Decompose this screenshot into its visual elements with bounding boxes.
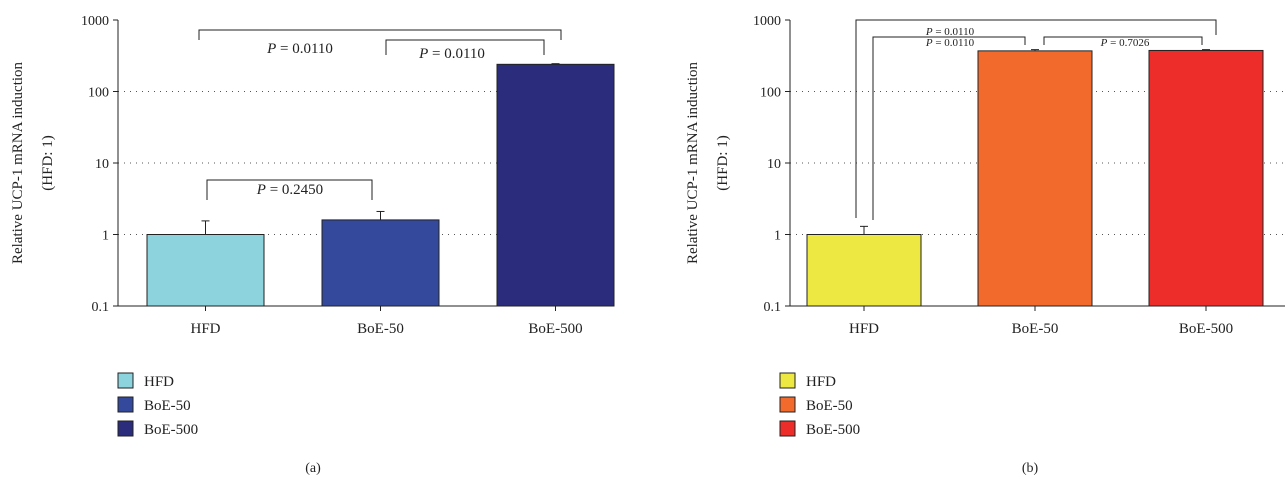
y-tick-label: 0.1 bbox=[92, 300, 110, 315]
p-value-label: P = 0.0110 bbox=[925, 26, 975, 38]
y-tick-label: 1000 bbox=[753, 14, 781, 29]
significance-bracket bbox=[855, 19, 1217, 218]
y-tick-label: 10 bbox=[767, 157, 781, 172]
y-axis-label-unit: (HFD: 1) bbox=[715, 135, 731, 190]
p-value-label: P = 0.7026 bbox=[1100, 37, 1150, 49]
legend-swatch bbox=[779, 372, 796, 389]
legend-label: BoE-50 bbox=[806, 398, 853, 414]
y-axis-label: Relative UCP-1 mRNA induction bbox=[685, 61, 701, 264]
y-tick-label: 1000 bbox=[81, 14, 109, 29]
x-tick-label: BoE-50 bbox=[1012, 321, 1059, 337]
chart-panel-1: 0.1 1 10 100 1000 HFD BoE-50 BoE-500 Relative UC… bbox=[10, 14, 615, 476]
x-tick-label: BoE-500 bbox=[1179, 321, 1233, 337]
y-tick-label: 0.1 bbox=[764, 300, 782, 315]
bar-hfd bbox=[146, 234, 265, 307]
x-tick-label: HFD bbox=[190, 321, 220, 337]
bar-boe-500 bbox=[1148, 49, 1264, 307]
significance-bracket bbox=[206, 179, 373, 200]
panel-label: (a) bbox=[305, 461, 321, 476]
y-axis-label-unit: (HFD: 1) bbox=[40, 135, 56, 190]
bar-hfd bbox=[806, 234, 922, 307]
p-value-label: P = 0.0110 bbox=[925, 37, 975, 49]
chart-panel-2: 0.1 1 10 100 1000 HFD BoE-50 BoE-500 Relative UC… bbox=[685, 14, 1285, 476]
legend-label: BoE-50 bbox=[144, 398, 191, 414]
legend-label: BoE-500 bbox=[806, 422, 860, 438]
bar-boe-50 bbox=[977, 50, 1093, 307]
y-axis-label: Relative UCP-1 mRNA induction bbox=[10, 61, 26, 264]
legend-swatch bbox=[117, 420, 134, 437]
p-value-label: P = 0.0110 bbox=[418, 46, 485, 62]
y-tick-label: 100 bbox=[88, 86, 109, 101]
p-value-label: P = 0.0110 bbox=[266, 41, 333, 57]
legend-label: BoE-500 bbox=[144, 422, 198, 438]
legend-label: HFD bbox=[806, 374, 836, 390]
legend-swatch bbox=[117, 372, 134, 389]
significance-bracket bbox=[872, 36, 1026, 220]
legend-swatch bbox=[779, 420, 796, 437]
significance-bracket bbox=[385, 39, 545, 55]
legend-swatch bbox=[117, 396, 134, 413]
legend-label: HFD bbox=[144, 374, 174, 390]
y-tick-label: 1 bbox=[774, 229, 781, 244]
y-tick-label: 10 bbox=[95, 157, 109, 172]
significance-bracket bbox=[198, 29, 562, 40]
significance-bracket bbox=[1043, 36, 1203, 45]
panel-label: (b) bbox=[1022, 461, 1039, 476]
x-tick-label: BoE-50 bbox=[357, 321, 404, 337]
x-tick-label: HFD bbox=[849, 321, 879, 337]
x-tick-label: BoE-500 bbox=[528, 321, 582, 337]
y-tick-label: 100 bbox=[760, 86, 781, 101]
p-value-label: P = 0.2450 bbox=[256, 182, 323, 198]
bar-boe-500 bbox=[496, 63, 615, 307]
y-tick-label: 1 bbox=[102, 229, 109, 244]
legend-swatch bbox=[779, 396, 796, 413]
bar-boe-50 bbox=[321, 219, 440, 307]
